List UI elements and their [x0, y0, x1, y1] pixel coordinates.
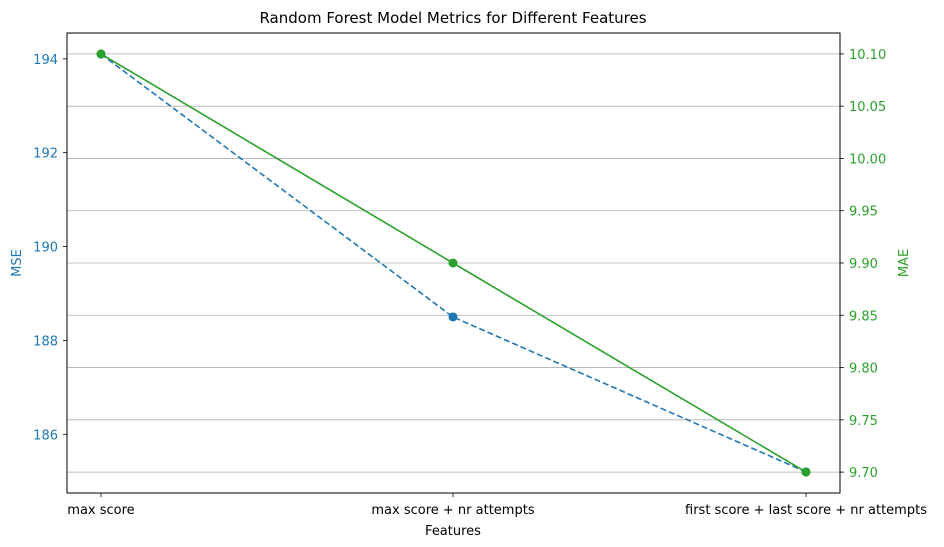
- mae-point: [801, 467, 811, 477]
- y-right-tick-label: 10.00: [849, 152, 886, 167]
- chart-title: Random Forest Model Metrics for Differen…: [259, 9, 646, 27]
- x-axis-label: Features: [425, 524, 481, 539]
- y-right-tick-label: 9.80: [849, 362, 878, 377]
- y-left-tick-label: 188: [33, 334, 58, 349]
- y-left-tick-label: 194: [33, 53, 58, 68]
- mse-point: [448, 312, 458, 322]
- y-right-tick-label: 9.85: [849, 309, 878, 324]
- y-left-axis-label: MSE: [10, 249, 25, 277]
- x-tick-label: first score + last score + nr attempts: [685, 503, 927, 518]
- x-tick-label: max score + nr attempts: [371, 503, 534, 518]
- y-right-axis-label: MAE: [897, 249, 912, 277]
- axis-ticks: 9.70 9.75 9.80 9.85 9.90 9.95 10.00 10.05 10.10 1…: [33, 48, 927, 518]
- y-left-tick-label: 192: [33, 147, 58, 162]
- series-points: [96, 49, 811, 477]
- y-right-tick-label: 10.10: [849, 48, 886, 63]
- mae-point: [448, 258, 458, 268]
- y-left-tick-label: 190: [33, 241, 58, 256]
- x-tick-label: max score: [67, 503, 134, 518]
- y-right-tick-label: 9.70: [849, 466, 878, 481]
- y-right-tick-label: 10.05: [849, 100, 886, 115]
- y-left-tick-label: 186: [33, 428, 58, 443]
- mae-point: [96, 49, 106, 59]
- y-right-tick-label: 9.90: [849, 257, 878, 272]
- y-right-tick-label: 9.95: [849, 205, 878, 220]
- y-right-tick-label: 9.75: [849, 414, 878, 429]
- mse-line: [100, 53, 807, 473]
